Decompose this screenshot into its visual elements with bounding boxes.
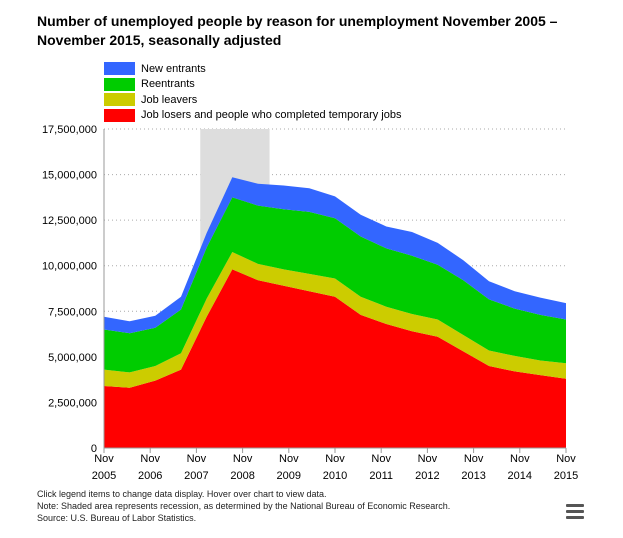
y-tick-label: 15,000,000 — [42, 170, 97, 182]
x-tick-year: 2005 — [92, 470, 116, 482]
legend-label-reentrants: Reentrants — [141, 78, 195, 91]
chart-title: Number of unemployed people by reason fo… — [37, 13, 558, 48]
x-tick-year: 2012 — [415, 470, 439, 482]
y-tick-label: 0 — [91, 443, 97, 455]
reentrants-area[interactable] — [104, 197, 566, 373]
legend-label-new-entrants: New entrants — [141, 62, 206, 75]
legend-swatch-new-entrants — [104, 62, 135, 76]
x-tick-year: 2015 — [554, 470, 578, 482]
note-instructions: Click legend items to change data displa… — [37, 489, 327, 499]
stacked-areas[interactable] — [104, 177, 566, 448]
x-tick-month: Nov — [464, 453, 484, 465]
x-axis-labels: Nov 2005 Nov 2006 Nov 2007 Nov 2008 Nov 2009 Nov 20… — [92, 453, 578, 482]
x-tick-month: Nov — [510, 453, 530, 465]
new-entrants-area[interactable] — [104, 177, 566, 334]
legend-item-new-entrants[interactable]: New entrants — [104, 61, 401, 77]
legend-swatch-reentrants — [104, 77, 135, 91]
x-tick-year: 2013 — [461, 470, 485, 482]
chart-notes: Click legend items to change data displa… — [37, 488, 450, 524]
x-tick-year: 2007 — [184, 470, 208, 482]
job-leavers-area[interactable] — [104, 252, 566, 388]
legend-item-job-losers[interactable]: Job losers and people who completed temp… — [104, 108, 401, 124]
x-tick-month: Nov — [187, 453, 207, 465]
axes — [103, 129, 567, 453]
note-recession: Note: Shaded area represents recession, … — [37, 501, 451, 511]
legend-label-job-leavers: Job leavers — [141, 93, 198, 106]
job-losers-area[interactable] — [104, 269, 566, 448]
x-tick-year: 2006 — [138, 470, 162, 482]
y-axis-labels: 0 2,500,000 5,000,000 7,500,000 10,000,000 12… — [42, 124, 97, 455]
y-tick-label: 12,500,000 — [42, 215, 97, 227]
x-tick-year: 2014 — [508, 470, 532, 482]
x-tick-month: Nov — [233, 453, 253, 465]
legend: New entrants Reentrants Job leavers Job … — [104, 61, 401, 123]
x-tick-month: Nov — [371, 453, 391, 465]
y-tick-label: 17,500,000 — [42, 124, 97, 136]
note-source: Source: U.S. Bureau of Labor Statistics. — [37, 513, 197, 523]
y-tick-label: 2,500,000 — [48, 397, 97, 409]
legend-label-job-losers: Job losers and people who completed temp… — [141, 109, 402, 122]
x-tick-year: 2008 — [230, 470, 254, 482]
legend-item-job-leavers[interactable]: Job leavers — [104, 92, 401, 108]
y-tick-label: 5,000,000 — [48, 352, 97, 364]
x-tick-month: Nov — [556, 453, 576, 465]
x-tick-month: Nov — [279, 453, 299, 465]
hamburger-menu-icon[interactable] — [566, 504, 584, 520]
legend-item-reentrants[interactable]: Reentrants — [104, 77, 401, 93]
x-tick-month: Nov — [418, 453, 438, 465]
x-tick-month: Nov — [140, 453, 160, 465]
x-tick-year: 2011 — [369, 470, 393, 482]
x-tick-month: Nov — [325, 453, 345, 465]
x-tick-month: Nov — [94, 453, 114, 465]
legend-swatch-job-losers — [104, 108, 135, 122]
x-tick-year: 2010 — [323, 470, 347, 482]
y-tick-label: 7,500,000 — [48, 306, 97, 318]
legend-swatch-job-leavers — [104, 93, 135, 107]
x-tick-year: 2009 — [277, 470, 301, 482]
y-tick-label: 10,000,000 — [42, 261, 97, 273]
